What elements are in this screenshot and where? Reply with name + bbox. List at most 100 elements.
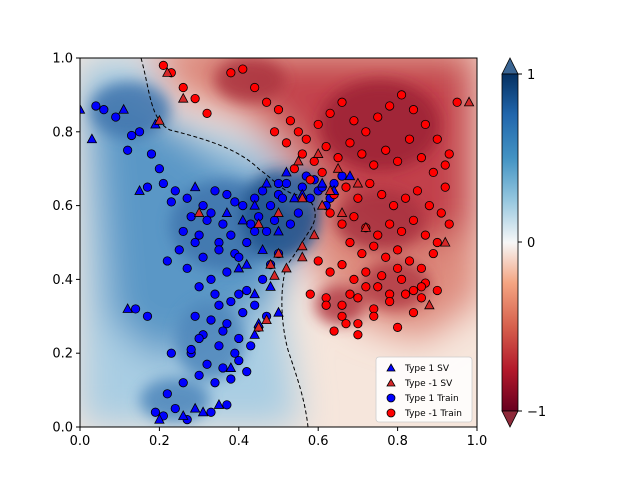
type--1-train-point: [369, 311, 379, 321]
type--1-train-point: [321, 300, 331, 310]
type--1-train-point: [349, 212, 359, 222]
type--1-train-point: [432, 134, 442, 144]
type--1-train-point: [158, 60, 168, 70]
type-1-train-point: [226, 230, 236, 240]
type--1-train-point: [369, 241, 379, 251]
type-1-train-point: [222, 267, 232, 277]
type-1-sv-point: [177, 410, 189, 420]
colorbar-label-mid: 0: [527, 236, 535, 251]
type--1-train-point: [412, 186, 423, 196]
type-1-train-point: [281, 178, 292, 189]
type-1-sv-point: [265, 280, 276, 291]
type-1-train-point: [242, 237, 252, 248]
type-1-train-point: [218, 363, 228, 373]
type-1-train-point: [162, 256, 172, 266]
y-tick-label: 0.8: [52, 125, 73, 140]
type--1-train-point: [361, 127, 371, 137]
type--1-train-point: [408, 215, 419, 225]
markers: [80, 60, 475, 425]
type-1-train-point: [134, 127, 145, 137]
type--1-train-point: [345, 138, 355, 148]
type--1-train-point: [396, 90, 407, 100]
type-1-train-point: [202, 215, 212, 225]
type-1-train-point: [158, 178, 168, 189]
type-1-train-point: [170, 186, 180, 196]
legend-box: [375, 356, 473, 423]
type--1-train-point: [400, 193, 411, 203]
type--1-train-point: [337, 97, 347, 107]
type--1-sv-point: [297, 251, 308, 262]
legend-label-type-neg1-sv: Type -1 SV: [404, 379, 453, 389]
type-1-train-point: [202, 359, 212, 369]
type-1-train-point: [194, 282, 204, 292]
type--1-sv-point: [316, 199, 328, 210]
axes-frame: [79, 57, 478, 428]
type--1-train-point: [377, 189, 387, 200]
type--1-sv-point: [424, 299, 435, 310]
type--1-train-point: [297, 149, 307, 159]
type--1-sv-point: [332, 162, 344, 173]
type--1-train-point: [337, 219, 347, 229]
type--1-train-point: [325, 208, 335, 218]
type-1-train-point: [210, 289, 220, 299]
legend-label-type-neg1-train: Type -1 Train: [404, 409, 462, 419]
type--1-train-point: [313, 119, 323, 130]
type-1-sv-point: [249, 288, 260, 299]
type-1-train-point: [214, 245, 224, 255]
type-1-train-point: [194, 230, 204, 240]
legend-label-type1-train: Type 1 Train: [404, 394, 459, 404]
type-1-sv-point: [154, 413, 165, 424]
type-1-train-point: [238, 308, 248, 318]
type-1-train-point: [238, 201, 248, 211]
type--1-train-point: [361, 282, 371, 292]
type--1-sv-point: [177, 92, 189, 103]
type-1-train-point: [222, 189, 232, 200]
type--1-train-point: [389, 201, 399, 211]
type--1-train-point: [373, 230, 383, 240]
type-1-sv-point: [273, 306, 284, 317]
type-1-sv-point: [237, 214, 249, 225]
type--1-train-point: [289, 164, 299, 174]
type--1-sv-point: [324, 184, 336, 195]
type-1-train-point: [250, 300, 260, 310]
type--1-train-point: [353, 193, 363, 203]
type--1-train-point: [392, 263, 403, 273]
type-1-train-point: [234, 355, 244, 366]
type-1-train-point: [277, 193, 288, 203]
type-1-train-point: [250, 226, 260, 237]
type-1-train-point: [166, 348, 176, 358]
decision-surface: [80, 58, 477, 427]
type--1-train-point: [444, 149, 454, 159]
legend-label-type1-sv: Type 1 SV: [404, 364, 450, 374]
legend-marker-type-neg1-sv: [386, 378, 396, 387]
type--1-sv-point: [439, 236, 451, 247]
type--1-train-point: [250, 82, 260, 93]
type-1-train-point: [269, 215, 280, 225]
type--1-train-point: [353, 319, 363, 329]
type--1-sv-point: [154, 114, 165, 125]
type--1-train-point: [365, 178, 375, 189]
type-1-sv-point: [118, 103, 129, 114]
type-1-sv-point: [189, 181, 201, 192]
type-1-sv-point: [189, 402, 201, 413]
type--1-train-point: [436, 208, 446, 218]
type-1-train-point: [146, 149, 157, 159]
type-1-sv-point: [86, 133, 98, 144]
type-1-train-point: [234, 252, 244, 262]
type-1-train-point: [265, 201, 276, 211]
type-1-train-point: [170, 403, 180, 414]
type-1-train-point: [337, 171, 347, 181]
type-1-train-point: [222, 319, 232, 329]
type-1-train-point: [123, 145, 133, 155]
axis-ticks: 0.00.0 0.2 0.2 0.4 0.4 0.6 0.6 0.8 0.8 1.0 1.0: [52, 52, 487, 450]
type--1-train-point: [444, 219, 454, 229]
type-1-sv-point: [213, 399, 225, 409]
type-1-train-point: [222, 400, 232, 410]
type-1-train-point: [178, 226, 188, 237]
type-1-sv-point: [316, 177, 328, 188]
type-1-train-point: [142, 311, 153, 321]
type--1-train-point: [353, 293, 363, 303]
type--1-sv-point: [273, 247, 284, 258]
colorbar-label-bottom: −1: [527, 405, 546, 420]
y-tick-label: 1.0: [52, 52, 73, 67]
